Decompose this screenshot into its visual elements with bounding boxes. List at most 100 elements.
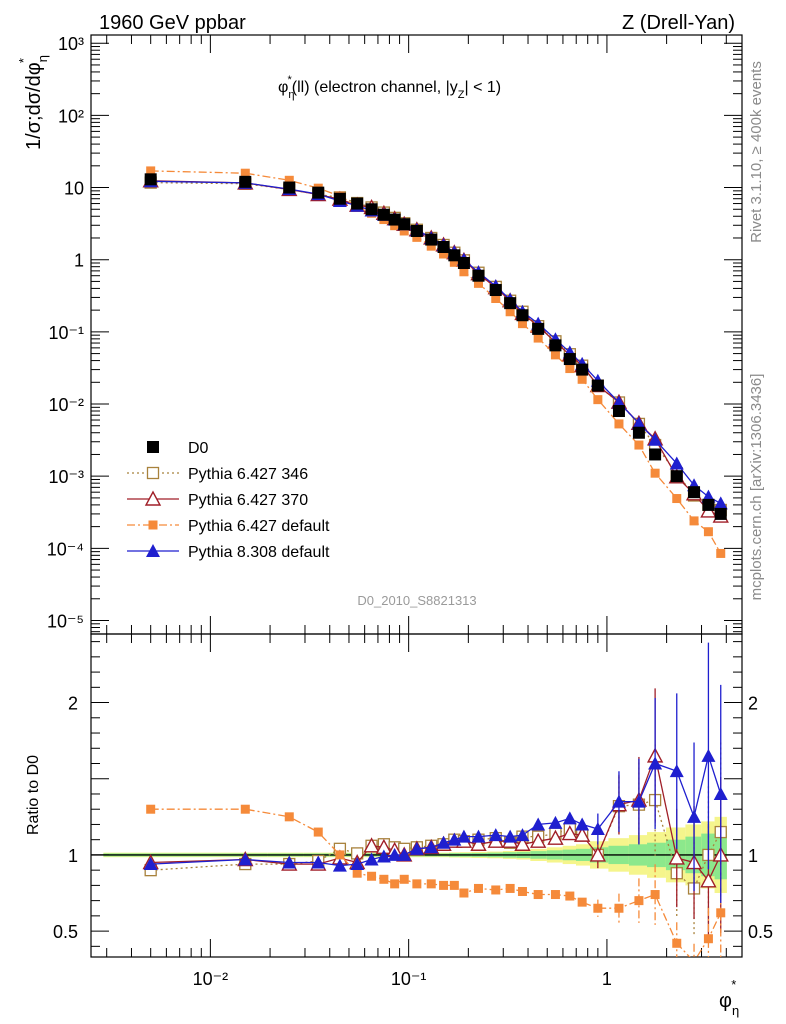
data-point <box>632 426 645 439</box>
ratio-point <box>687 809 702 823</box>
ratio-point <box>650 890 660 900</box>
data-point <box>472 269 485 282</box>
ratio-point <box>488 828 503 842</box>
data-point <box>448 249 461 262</box>
ratio-point <box>716 908 726 918</box>
chart-title: φη*(ll) (electron channel, |yZ| < 1) <box>278 74 501 101</box>
data-point <box>489 284 502 297</box>
series-0 <box>144 173 727 520</box>
ratio-point <box>311 855 326 869</box>
legend-marker <box>144 490 162 506</box>
data-point <box>239 175 252 188</box>
ratio-point <box>335 850 345 860</box>
ratio-point <box>701 748 716 762</box>
ratio-point <box>390 879 400 889</box>
x-axis-label: φη* <box>719 977 739 1018</box>
y-tick-label: 1 <box>74 251 84 271</box>
ratio-point <box>547 829 564 845</box>
ratio-tick-label: 0.5 <box>53 922 78 942</box>
data-point <box>146 166 156 176</box>
data-point <box>649 448 662 461</box>
x-tick-label: 10⁻² <box>193 969 229 989</box>
data-point <box>504 297 517 310</box>
ratio-point <box>668 849 685 865</box>
ratio-point <box>436 835 451 849</box>
series-4 <box>143 174 728 510</box>
ratio-point <box>364 852 379 866</box>
uncertainty-band <box>91 816 742 894</box>
data-point <box>648 432 663 446</box>
data-point <box>672 494 682 504</box>
ratio-point <box>703 934 713 944</box>
data-point <box>473 278 483 288</box>
data-point <box>388 213 401 226</box>
ratio-point <box>503 829 518 843</box>
data-point <box>412 232 422 242</box>
data-point <box>351 197 364 210</box>
ratio-point <box>634 896 644 906</box>
ratio-point <box>352 868 362 878</box>
ratio-series-layer <box>142 642 729 966</box>
ratio-point <box>562 811 577 825</box>
ratio-point <box>143 857 158 871</box>
y-tick-label: 10⁻⁵ <box>47 611 84 631</box>
ratio-point <box>238 852 253 866</box>
data-point <box>593 395 603 405</box>
ratio-series-3 <box>146 804 726 966</box>
data-point <box>284 175 294 185</box>
ratio-point <box>332 858 347 872</box>
ratio-tick-label: 1 <box>68 846 78 866</box>
data-point <box>688 486 701 499</box>
data-point <box>577 374 587 384</box>
legend-marker <box>146 466 160 480</box>
ratio-point <box>690 957 699 966</box>
ratio-point <box>240 804 250 814</box>
data-point <box>591 379 604 392</box>
data-point <box>390 221 400 231</box>
ratio-point <box>471 829 486 843</box>
ratio-point <box>505 883 515 893</box>
ratio-tick-label: 2 <box>68 694 78 714</box>
y-tick-label: 10⁻⁴ <box>47 539 84 559</box>
analysis-id: D0_2010_S8821313 <box>357 593 476 608</box>
ratio-point <box>565 891 575 901</box>
data-point <box>689 516 699 526</box>
y-tick-label: 10⁻³ <box>48 467 84 487</box>
data-point <box>713 496 728 510</box>
data-point <box>457 257 470 270</box>
data-point <box>714 507 727 520</box>
data-point <box>576 363 589 376</box>
ratio-point <box>409 841 424 855</box>
data-point <box>426 241 436 251</box>
ratio-point <box>397 847 412 861</box>
data-point <box>614 419 624 429</box>
data-point <box>631 416 646 430</box>
ratio-point <box>379 874 389 884</box>
ratio-point <box>313 827 323 837</box>
x-tick-label: 10⁻¹ <box>391 969 427 989</box>
data-point <box>377 208 390 221</box>
legend-label: D0 <box>188 440 209 457</box>
ratio-point <box>470 835 487 851</box>
data-point <box>669 456 684 470</box>
ratio-point <box>456 829 471 843</box>
ratio-point <box>548 815 563 829</box>
data-point <box>634 440 644 450</box>
data-point <box>650 468 660 478</box>
ratio-point <box>550 890 560 900</box>
data-point <box>144 173 157 186</box>
data-point <box>333 192 346 205</box>
rivet-label: Rivet 3.1.10, ≥ 400k events <box>748 61 765 243</box>
legend-label: Pythia 8.308 default <box>188 544 330 561</box>
x-tick-label: 1 <box>602 969 612 989</box>
y-tick-label: 10 <box>64 179 84 199</box>
ratio-point <box>533 890 543 900</box>
ratio-point <box>672 938 682 948</box>
series-line <box>150 180 722 504</box>
data-point <box>516 309 529 322</box>
ratio-point <box>669 764 684 778</box>
ratio-point <box>412 879 422 889</box>
ratio-tick-label-right: 2 <box>748 694 758 714</box>
y-tick-label: 10⁻¹ <box>48 323 84 343</box>
data-point <box>703 527 713 537</box>
